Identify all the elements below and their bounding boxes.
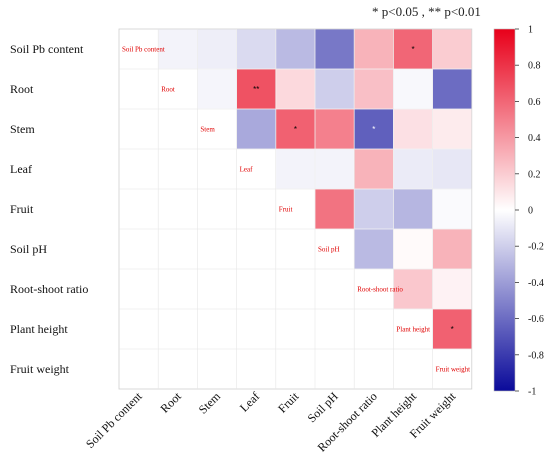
heatmap-cell [433, 269, 472, 309]
heatmap-cell [237, 69, 276, 109]
colorbar [493, 28, 516, 392]
column-label: Leaf [237, 389, 262, 414]
diagonal-label: Soil Pb content [122, 46, 165, 54]
row-label: Leaf [10, 162, 32, 176]
row-label: Soil pH [10, 242, 47, 256]
heatmap-cell [354, 189, 393, 229]
colorbar-tick-label: 0 [528, 206, 533, 217]
colorbar-tick-label: -0.8 [528, 350, 544, 361]
heatmap-cell [393, 29, 433, 69]
diagonal-label: Plant height [396, 326, 430, 334]
diagonal-label: Root [161, 86, 175, 94]
diagonal-label: Soil pH [318, 246, 340, 254]
heatmap-cell [276, 29, 315, 69]
heatmap-cell [393, 149, 433, 189]
heatmap-cell [354, 29, 393, 69]
heatmap-cell [197, 69, 237, 109]
heatmap-cell [393, 269, 433, 309]
heatmap-cell [276, 69, 315, 109]
heatmap-cell [354, 229, 393, 269]
heatmap-cell [393, 109, 433, 149]
heatmap-cell [315, 69, 354, 109]
heatmap-cell [276, 149, 315, 189]
heatmap-cell [433, 149, 472, 189]
significance-marker: * [451, 325, 454, 334]
column-label: Soil Pb content [83, 389, 145, 451]
column-label: Root [158, 389, 185, 416]
heatmap-cell [433, 229, 472, 269]
heatmap-cell [276, 109, 315, 149]
significance-marker: ** [253, 85, 259, 94]
heatmap-cell [433, 109, 472, 149]
row-label: Fruit [10, 202, 34, 216]
heatmap-cell [315, 149, 354, 189]
row-label: Stem [10, 122, 35, 136]
diagonal-label: Stem [200, 126, 215, 134]
heatmap-cell [315, 109, 354, 149]
colorbar-tick-label: 0.6 [528, 97, 541, 108]
heatmap-cell [393, 189, 433, 229]
column-label: Stem [196, 389, 224, 417]
heatmap-cell [354, 109, 393, 149]
row-label: Root [10, 82, 34, 96]
row-label: Fruit weight [10, 362, 70, 376]
row-label: Root-shoot ratio [10, 282, 88, 296]
heatmap-cell [393, 69, 433, 109]
row-label: Plant height [10, 322, 68, 336]
heatmap-cell [158, 29, 197, 69]
significance-marker: * [372, 125, 375, 134]
heatmap-cell [393, 229, 433, 269]
heatmap-cell [197, 29, 237, 69]
heatmap-cell [354, 69, 393, 109]
diagonal-label: Fruit weight [436, 366, 470, 374]
heatmap-cell [433, 69, 472, 109]
diagonal-label: Root-shoot ratio [357, 286, 403, 294]
colorbar-tick-label: 0.2 [528, 169, 541, 180]
heatmap-cell [315, 189, 354, 229]
column-label: Soil pH [305, 389, 341, 425]
colorbar-tick-label: -1 [528, 387, 536, 398]
colorbar-tick-label: -0.4 [528, 278, 544, 289]
heatmap-cell [354, 149, 393, 189]
row-label: Soil Pb content [10, 42, 84, 56]
significance-note: * p<0.05 , ** p<0.01 [372, 4, 481, 19]
colorbar-tick-label: -0.2 [528, 242, 544, 253]
diagonal-label: Fruit [279, 206, 293, 214]
heatmap-cell [433, 189, 472, 229]
colorbar-tick-label: 1 [528, 25, 533, 36]
colorbar-tick-label: -0.6 [528, 314, 544, 325]
heatmap-cell [315, 29, 354, 69]
significance-marker: * [294, 125, 297, 134]
heatmap-cell [433, 309, 472, 349]
column-label: Fruit [275, 389, 302, 416]
colorbar-tick-label: 0.8 [528, 61, 541, 72]
heatmap-cell [433, 29, 472, 69]
colorbar-tick-label: 0.4 [528, 133, 541, 144]
heatmap-cell [237, 29, 276, 69]
significance-marker: * [411, 45, 414, 54]
diagonal-label: Leaf [240, 166, 253, 174]
heatmap-cell [237, 109, 276, 149]
